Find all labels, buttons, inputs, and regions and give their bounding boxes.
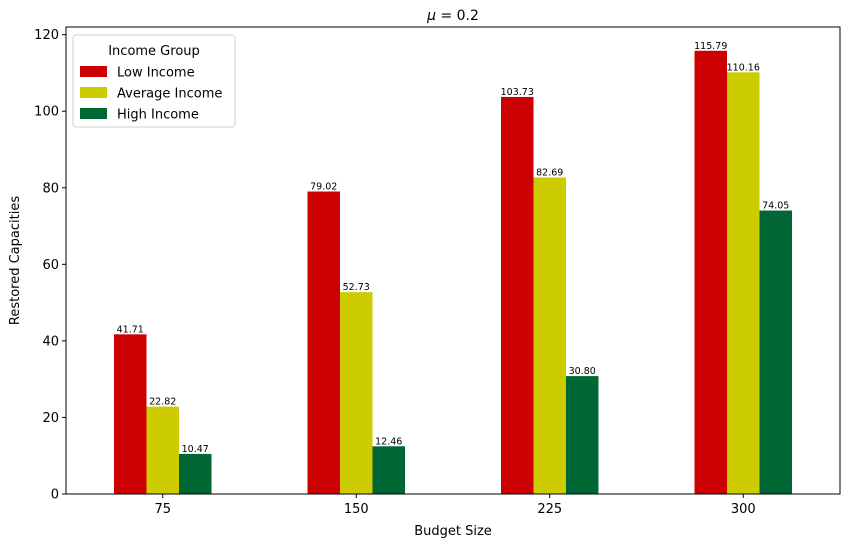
data-label-average-income-300: 110.16 [727, 62, 760, 73]
y-tick-label: 20 [42, 411, 59, 426]
y-tick-label: 120 [34, 28, 59, 43]
bar-high-income-75 [179, 453, 212, 494]
chart-title-text: = 0.2 [436, 8, 479, 24]
x-tick-label: 225 [537, 502, 562, 517]
legend-label-average-income: Average Income [117, 87, 222, 102]
legend-swatch-low-income [80, 66, 107, 77]
x-axis-label: Budget Size [414, 524, 492, 539]
data-label-low-income-300: 115.79 [694, 41, 727, 52]
bars-layer [114, 50, 792, 495]
data-label-high-income-225: 30.80 [569, 366, 596, 377]
legend-items: Low Income Average Income High Income [80, 66, 222, 123]
data-label-average-income-150: 52.73 [343, 282, 370, 293]
legend-label-high-income: High Income [117, 108, 199, 123]
y-ticks: 0 20 40 60 80 100 120 [34, 28, 66, 503]
legend-title: Income Group [108, 44, 200, 59]
legend-swatch-average-income [80, 87, 107, 98]
y-tick-label: 0 [51, 488, 59, 503]
bar-low-income-300 [694, 50, 727, 495]
legend: Income Group Low Income Average Income Hig… [72, 34, 236, 128]
legend-swatch-high-income [80, 108, 107, 119]
y-axis-label: Restored Capacities [8, 196, 23, 325]
legend-box [72, 34, 236, 128]
x-tick-label: 300 [731, 502, 756, 517]
data-label-high-income-300: 74.05 [762, 201, 789, 212]
bar-high-income-225 [566, 376, 599, 494]
data-label-low-income-75: 41.71 [117, 324, 144, 335]
x-tick-label: 150 [344, 502, 369, 517]
chart-title: μ = 0.2 [426, 8, 479, 24]
data-label-low-income-225: 103.73 [501, 87, 534, 98]
data-labels-layer: 41.71 22.82 10.47 79.02 52.73 12.46 103.73 82.6… [117, 41, 790, 455]
data-label-high-income-75: 10.47 [182, 444, 209, 455]
data-label-low-income-150: 79.02 [310, 182, 337, 193]
bar-high-income-150 [372, 446, 405, 494]
x-ticks: 75 150 225 300 [154, 494, 756, 517]
legend-label-low-income: Low Income [117, 66, 195, 81]
bar-average-income-300 [727, 72, 760, 495]
chart-title-symbol: μ [426, 8, 436, 24]
bar-average-income-75 [146, 406, 179, 494]
data-label-high-income-150: 12.46 [375, 436, 402, 447]
bar-low-income-75 [114, 334, 147, 494]
plot-frame [65, 26, 841, 495]
y-tick-label: 100 [34, 105, 59, 120]
bar-high-income-300 [759, 210, 792, 494]
bar-low-income-150 [307, 191, 340, 495]
x-tick-label: 75 [154, 502, 171, 517]
bar-low-income-225 [501, 96, 534, 494]
bar-average-income-150 [340, 292, 373, 494]
y-tick-label: 60 [42, 258, 59, 273]
data-label-average-income-225: 82.69 [536, 167, 563, 178]
data-label-average-income-75: 22.82 [149, 397, 176, 408]
bar-average-income-225 [533, 177, 566, 495]
y-tick-label: 40 [42, 334, 59, 349]
y-tick-label: 80 [42, 181, 59, 196]
